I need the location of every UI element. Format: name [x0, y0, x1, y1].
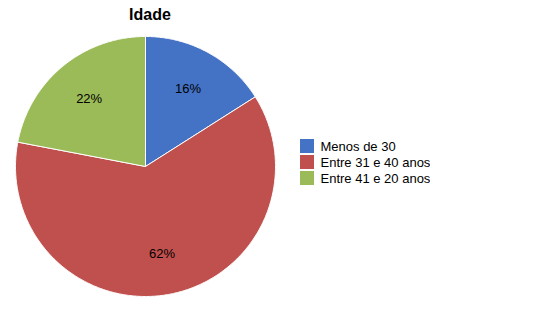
svg-text:62%: 62%	[149, 245, 175, 260]
html-text:Idade: Idade	[129, 6, 171, 23]
svg-text:22%: 22%	[76, 91, 102, 106]
html-text:Menos de 30: Menos de 30	[320, 138, 396, 154]
html-text:Entre 41 e 20 anos: Entre 41 e 20 anos	[320, 170, 431, 186]
html-text:Entre 31 e 40 anos: Entre 31 e 40 anos	[320, 154, 431, 170]
svg-text:16%: 16%	[175, 81, 201, 96]
